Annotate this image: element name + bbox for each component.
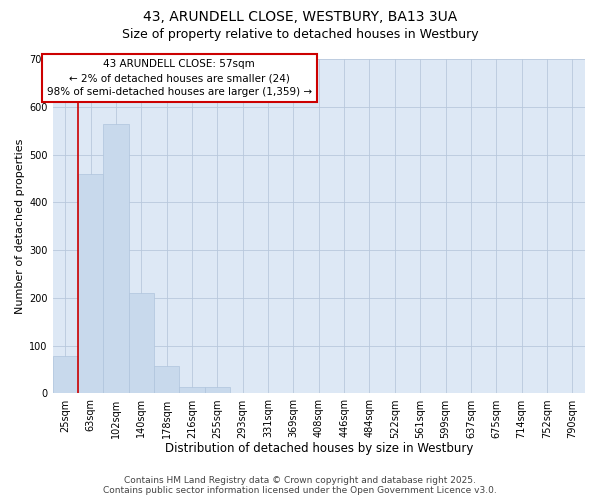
Bar: [103, 124, 128, 394]
Y-axis label: Number of detached properties: Number of detached properties: [15, 138, 25, 314]
Text: 43 ARUNDELL CLOSE: 57sqm
← 2% of detached houses are smaller (24)
98% of semi-de: 43 ARUNDELL CLOSE: 57sqm ← 2% of detache…: [47, 59, 312, 97]
Bar: [128, 293, 154, 394]
Bar: [53, 356, 78, 394]
Text: 43, ARUNDELL CLOSE, WESTBURY, BA13 3UA: 43, ARUNDELL CLOSE, WESTBURY, BA13 3UA: [143, 10, 457, 24]
Bar: [154, 366, 179, 394]
Text: Contains HM Land Registry data © Crown copyright and database right 2025.
Contai: Contains HM Land Registry data © Crown c…: [103, 476, 497, 495]
Text: Size of property relative to detached houses in Westbury: Size of property relative to detached ho…: [122, 28, 478, 41]
X-axis label: Distribution of detached houses by size in Westbury: Distribution of detached houses by size …: [164, 442, 473, 455]
Bar: [205, 388, 230, 394]
Bar: [179, 387, 205, 394]
Bar: [78, 174, 103, 394]
